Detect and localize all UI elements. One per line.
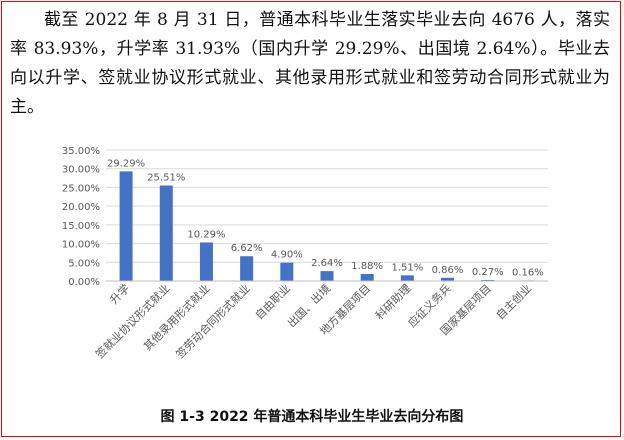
y-tick-label: 35.00% (62, 146, 100, 157)
data-label: 6.62% (231, 243, 263, 254)
figure-caption: 图 1-3 2022 年普通本科毕业生毕业去向分布图 (160, 409, 464, 425)
category-label: 其他录用形式就业 (140, 281, 212, 353)
y-tick-label: 30.00% (62, 165, 100, 176)
y-tick-label: 0.00% (68, 277, 100, 288)
category-label: 升学 (107, 281, 132, 306)
bar (400, 275, 414, 281)
chart-svg: 29.29%25.51% 10.29% 6.62% 4.90% 2.64% 1.88% 1.… (62, 146, 548, 361)
bar (360, 273, 374, 281)
category-label: 科研助理 (372, 281, 413, 322)
bar (199, 242, 213, 281)
bar-chart: 29.29% 25.51% 10.29% 6.62% 4.90% 2.64% 1.88% 1.… (48, 140, 558, 400)
y-tick-label: 10.00% (62, 240, 100, 251)
bar (441, 277, 455, 281)
y-tick-label: 5.00% (68, 258, 100, 269)
category-label: 自主创业 (494, 282, 534, 322)
category-label: 自由职业 (252, 281, 293, 322)
data-label: 0.27% (472, 267, 504, 278)
y-tick-label: 20.00% (62, 202, 100, 213)
paragraph-text: 截至 2022 年 8 月 31 日，普通本科毕业生落实毕业去向 4676 人，… (10, 10, 610, 117)
data-label: 4.90% (271, 250, 303, 261)
bar (240, 256, 254, 281)
data-label: 29.29% (107, 158, 145, 169)
category-label: 签劳动合同形式就业 (173, 281, 253, 361)
data-label: 1.88% (351, 261, 383, 272)
data-label: 10.29% (187, 229, 225, 240)
data-label: 0.86% (432, 265, 464, 276)
bar (320, 271, 334, 281)
bar (481, 279, 495, 281)
y-tick-label: 15.00% (62, 221, 100, 232)
data-label: 2.64% (311, 258, 343, 269)
data-label: 25.51% (147, 173, 185, 184)
data-label: 0.16% (512, 267, 544, 278)
y-tick-label: 25.00% (62, 183, 100, 194)
category-label: 签就业协议形式就业 (92, 281, 172, 361)
bar (119, 171, 133, 281)
data-label: 1.51% (391, 262, 423, 273)
bar (159, 185, 173, 281)
bar (280, 262, 294, 281)
body-paragraph: 截至 2022 年 8 月 31 日，普通本科毕业生落实毕业去向 4676 人，… (10, 6, 610, 122)
